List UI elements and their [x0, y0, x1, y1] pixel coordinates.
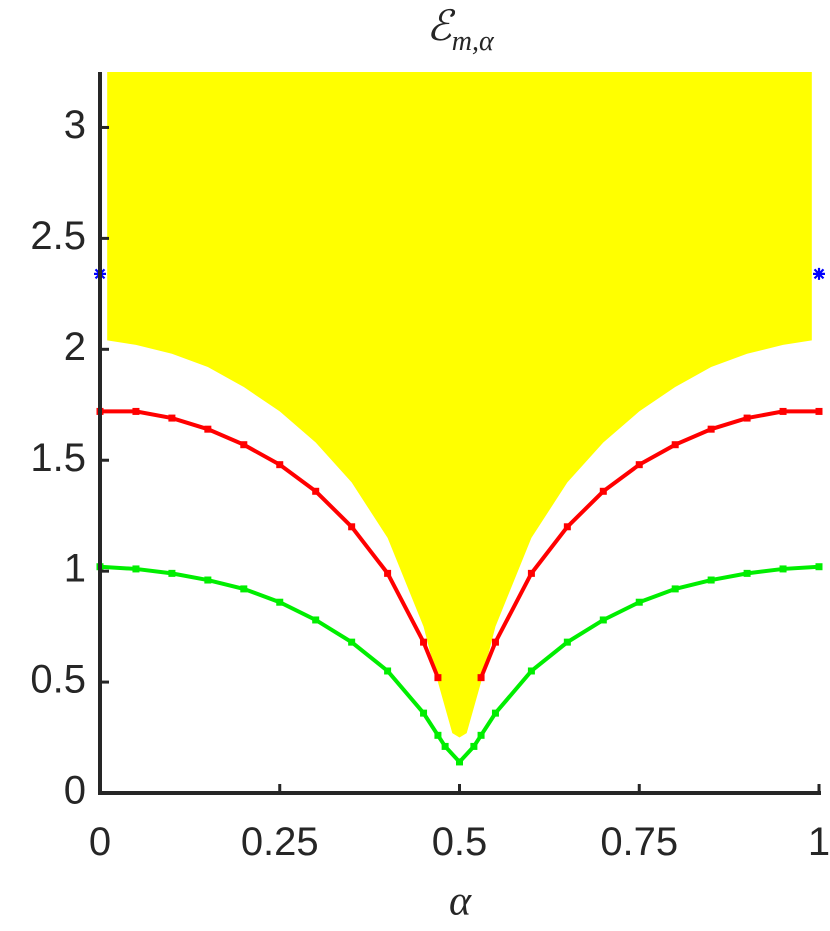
x-tick-label: 0	[89, 820, 111, 864]
data-point	[815, 563, 823, 571]
data-point	[168, 569, 176, 577]
x-tick-label: 0.75	[600, 820, 678, 864]
data-point	[434, 731, 442, 739]
data-point	[348, 523, 356, 531]
data-point	[168, 414, 176, 422]
x-tick-label: 0.25	[241, 820, 319, 864]
data-point	[441, 742, 449, 750]
title-subscript: m,α	[452, 26, 495, 57]
data-point	[276, 461, 284, 469]
data-point	[477, 674, 485, 682]
chart-title: ℰm,α	[426, 4, 495, 57]
data-point	[240, 585, 248, 593]
data-point	[707, 576, 715, 584]
data-point	[707, 425, 715, 433]
y-tick-label: 1.5	[30, 436, 86, 480]
data-point	[599, 487, 607, 495]
data-point	[635, 461, 643, 469]
x-tick-label: 1	[808, 820, 830, 864]
data-point	[312, 487, 320, 495]
data-point	[204, 576, 212, 584]
data-point	[563, 523, 571, 531]
x-tick-label: 0.5	[432, 820, 488, 864]
data-point	[815, 407, 823, 415]
y-tick-label: 2.5	[30, 214, 86, 258]
data-point	[348, 638, 356, 646]
data-point	[813, 267, 825, 280]
data-point	[671, 441, 679, 449]
data-point	[635, 598, 643, 606]
y-tick-label: 1	[64, 547, 86, 591]
data-point	[743, 569, 751, 577]
data-point	[491, 709, 499, 717]
data-point	[456, 758, 463, 766]
data-point	[420, 709, 428, 717]
data-point	[312, 616, 320, 624]
data-point	[527, 569, 535, 577]
y-tick-label: 0	[64, 769, 86, 813]
data-point	[470, 742, 478, 750]
data-point	[420, 638, 428, 646]
data-point	[563, 638, 571, 646]
data-point	[384, 667, 392, 675]
data-point	[527, 667, 535, 675]
data-point	[779, 565, 787, 573]
data-point	[240, 441, 248, 449]
y-tick-label: 2	[64, 325, 86, 369]
x-axis-label: α	[449, 879, 472, 925]
data-point	[384, 569, 392, 577]
data-point	[477, 731, 485, 739]
region-area	[107, 72, 812, 738]
data-point	[743, 414, 751, 422]
data-point	[434, 674, 442, 682]
data-point	[599, 616, 607, 624]
data-point	[671, 585, 679, 593]
y-tick-label: 0.5	[30, 658, 86, 702]
data-point	[276, 598, 284, 606]
data-point	[132, 565, 140, 573]
data-point	[779, 407, 787, 415]
title-symbol: ℰ	[426, 4, 456, 50]
y-tick-label: 3	[64, 103, 86, 147]
data-point	[491, 638, 499, 646]
data-point	[132, 407, 140, 415]
data-point	[204, 425, 212, 433]
